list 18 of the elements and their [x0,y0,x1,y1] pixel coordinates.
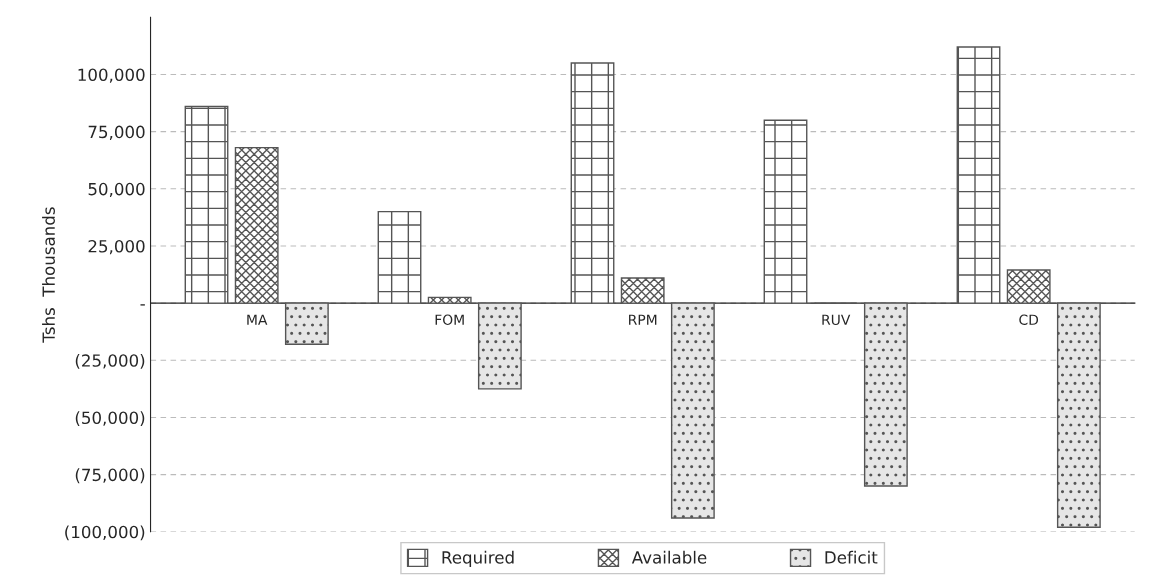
legend-label: Available [631,550,707,564]
legend-label: Deficit [825,550,878,564]
y-tick-label: 75,000 [88,125,145,140]
y-tick-label: 50,000 [88,182,145,198]
y-tick-label: (75,000) [75,468,145,484]
y-axis-title: Tshs Thousands [42,207,55,343]
x-tick-label: RUV [822,314,851,325]
y-tick-label: (50,000) [75,411,145,426]
y-tick-label: 25,000 [88,239,145,255]
y-tick-label: - [140,304,145,306]
x-tick-label: RPM [629,314,657,325]
y-tick-label: (100,000) [65,525,145,541]
x-tick-label: CD [1019,314,1039,325]
y-tick-label: 100,000 [78,68,145,83]
x-tick-label: FOM [435,314,464,325]
legend-label: Required [442,550,514,567]
x-tick-label: MA [247,314,268,325]
y-tick-label: (25,000) [75,353,145,369]
